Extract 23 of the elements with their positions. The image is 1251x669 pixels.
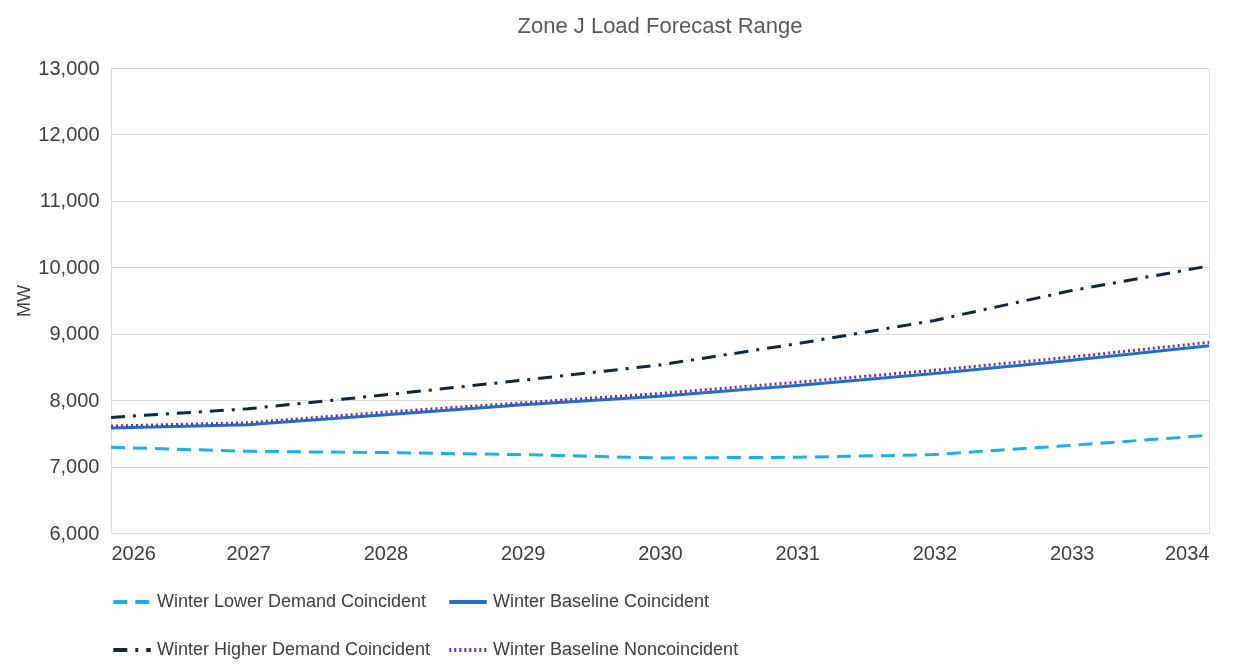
x-tick-label: 2028 bbox=[363, 541, 409, 564]
x-tick-label: 2029 bbox=[501, 541, 546, 564]
x-tick-label: 2032 bbox=[912, 541, 958, 564]
x-tick-label: 2031 bbox=[775, 541, 820, 564]
legend-label: Winter Baseline Noncoincident bbox=[493, 639, 739, 659]
x-tick-label: 2030 bbox=[638, 541, 683, 564]
x-tick-label: 2033 bbox=[1050, 541, 1095, 564]
x-tick-label: 2026 bbox=[111, 541, 156, 564]
y-tick-label: 10,000 bbox=[38, 255, 100, 278]
legend-label: Winter Higher Demand Coincident bbox=[157, 639, 431, 659]
y-axis-title: MW bbox=[14, 285, 35, 317]
legend-label: Winter Lower Demand Coincident bbox=[157, 591, 427, 611]
y-tick-label: 12,000 bbox=[38, 122, 100, 145]
x-tick-label: 2027 bbox=[226, 541, 271, 564]
y-tick-label: 13,000 bbox=[38, 56, 100, 79]
y-tick-label: 7,000 bbox=[49, 455, 100, 478]
y-tick-label: 6,000 bbox=[49, 521, 100, 544]
x-tick-label: 2034 bbox=[1165, 541, 1210, 564]
legend-label: Winter Baseline Coincident bbox=[493, 591, 710, 611]
y-tick-label: 9,000 bbox=[49, 322, 100, 345]
y-tick-label: 8,000 bbox=[49, 388, 100, 411]
y-tick-label: 11,000 bbox=[39, 189, 100, 212]
chart-title: Zone J Load Forecast Range bbox=[517, 13, 803, 38]
